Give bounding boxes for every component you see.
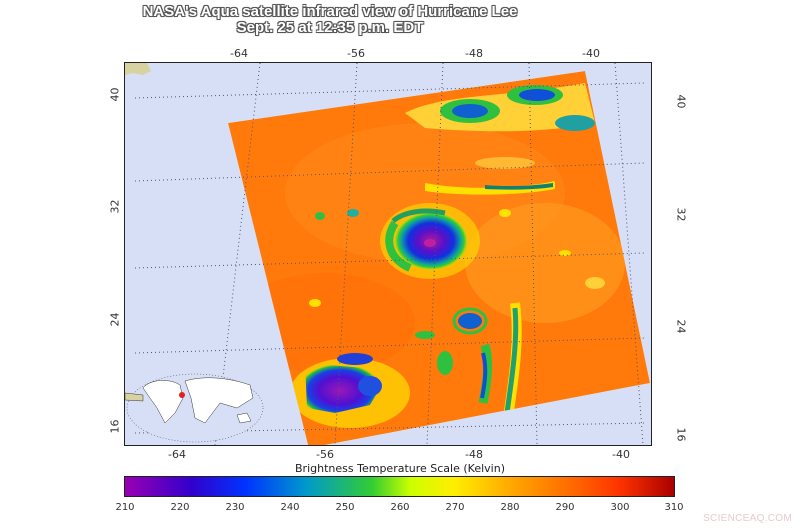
colorbar-label: 240 xyxy=(280,502,300,513)
colorbar-label: 250 xyxy=(335,502,355,513)
left-axis-label: 40 xyxy=(108,87,122,102)
infrared-swath-image xyxy=(124,62,650,446)
colorbar-label: 300 xyxy=(610,502,630,513)
satellite-map xyxy=(124,62,652,446)
colorbar-label: 310 xyxy=(664,502,684,513)
colorbar-label: 210 xyxy=(115,502,135,513)
map-subtitle: Sept. 25 at 12:35 p.m. EDT xyxy=(236,19,424,36)
left-axis-label: 24 xyxy=(108,312,122,327)
bottom-axis-label: -40 xyxy=(612,448,630,461)
brightness-temperature-colorbar xyxy=(124,476,675,497)
top-axis-label: -40 xyxy=(582,47,600,60)
land-patch xyxy=(125,63,151,75)
location-marker xyxy=(179,392,185,398)
bottom-axis-label: -48 xyxy=(465,448,483,461)
colorbar-label: 290 xyxy=(555,502,575,513)
top-axis-label: -48 xyxy=(465,47,483,60)
map-title: NASA's Aqua satellite infrared view of H… xyxy=(142,3,518,20)
colorbar-label: 260 xyxy=(390,502,410,513)
right-axis-label: 16 xyxy=(674,427,688,442)
bottom-axis-label: -56 xyxy=(316,448,334,461)
right-axis-label: 40 xyxy=(674,94,688,109)
left-axis-label: 32 xyxy=(108,199,122,214)
world-locator-inset xyxy=(124,373,264,443)
right-axis-label: 24 xyxy=(674,319,688,334)
colorbar-label: 230 xyxy=(225,502,245,513)
top-axis-label: -56 xyxy=(347,47,365,60)
right-axis-label: 32 xyxy=(674,207,688,222)
left-axis-label: 16 xyxy=(108,419,122,434)
colorbar-title: Brightness Temperature Scale (Kelvin) xyxy=(295,462,505,475)
colorbar-label: 270 xyxy=(445,502,465,513)
top-axis-label: -64 xyxy=(230,47,248,60)
hurricane-eye xyxy=(424,239,436,247)
watermark: SCIENCEAQ.COM xyxy=(703,513,792,524)
colorbar-label: 280 xyxy=(500,502,520,513)
colorbar-label: 220 xyxy=(170,502,190,513)
bottom-axis-label: -64 xyxy=(168,448,186,461)
